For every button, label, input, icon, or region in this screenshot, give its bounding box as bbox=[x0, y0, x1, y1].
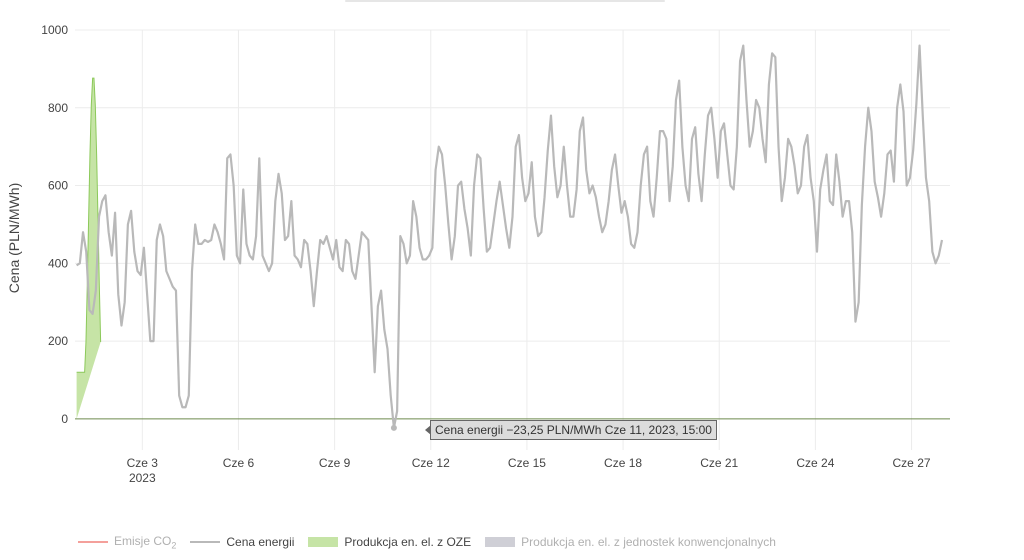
legend-swatch bbox=[78, 541, 108, 544]
x-tick-label: Cze 3 bbox=[127, 456, 159, 470]
y-axis: 0 200 400 600 800 1000 bbox=[41, 23, 68, 426]
tooltip-point bbox=[390, 424, 397, 431]
legend-label-subscript: 2 bbox=[171, 540, 177, 551]
legend-label: Produkcja en. el. z OZE bbox=[344, 535, 472, 550]
x-tick-label: Cze 27 bbox=[893, 456, 931, 470]
legend-item[interactable]: Cena energii bbox=[190, 535, 294, 549]
y-tick-label: 1000 bbox=[41, 23, 68, 37]
price-line[interactable] bbox=[76, 44, 944, 429]
legend-label: Emisje CO2 bbox=[114, 534, 177, 551]
x-tick-label: Cze 12 bbox=[412, 456, 450, 470]
y-axis-title: Cena (PLN/MWh) bbox=[6, 183, 22, 293]
legend-swatch bbox=[308, 537, 339, 548]
y-tick-label: 400 bbox=[48, 256, 68, 270]
legend-swatch bbox=[485, 537, 516, 548]
x-tick-year: 2023 bbox=[129, 471, 156, 485]
y-tick-label: 0 bbox=[61, 412, 68, 426]
legend-item[interactable]: Produkcja en. el. z jednostek konwencjon… bbox=[485, 535, 776, 549]
oze-area-fill[interactable] bbox=[76, 78, 101, 419]
x-tick-label: Cze 9 bbox=[319, 456, 351, 470]
x-tick-label: Cze 21 bbox=[700, 456, 738, 470]
oze-area-outline[interactable] bbox=[76, 77, 102, 373]
legend: Emisje CO2 Cena energii Produkcja en. el. … bbox=[78, 534, 790, 550]
tooltip: Cena energii −23,25 PLN/MWh Cze 11, 2023… bbox=[425, 420, 717, 440]
x-tick-label: Cze 15 bbox=[508, 456, 546, 470]
tooltip-text: Cena energii −23,25 PLN/MWh Cze 11, 2023… bbox=[435, 423, 712, 437]
oze-area-series[interactable] bbox=[76, 77, 102, 419]
y-tick-label: 200 bbox=[48, 334, 68, 348]
x-tick-label: Cze 24 bbox=[796, 456, 834, 470]
y-tick-label: 800 bbox=[48, 101, 68, 115]
x-tick-label: Cze 6 bbox=[223, 456, 255, 470]
legend-label: Produkcja en. el. z jednostek konwencjon… bbox=[521, 535, 776, 550]
legend-item[interactable]: Emisje CO2 bbox=[78, 534, 176, 550]
toolbar-strip bbox=[345, 0, 665, 2]
price-line-series[interactable] bbox=[76, 44, 944, 429]
legend-label: Cena energii bbox=[226, 535, 295, 550]
x-tick-label: Cze 18 bbox=[604, 456, 642, 470]
y-tick-label: 600 bbox=[48, 179, 68, 193]
legend-item[interactable]: Produkcja en. el. z OZE bbox=[308, 535, 471, 549]
legend-swatch bbox=[190, 541, 221, 544]
